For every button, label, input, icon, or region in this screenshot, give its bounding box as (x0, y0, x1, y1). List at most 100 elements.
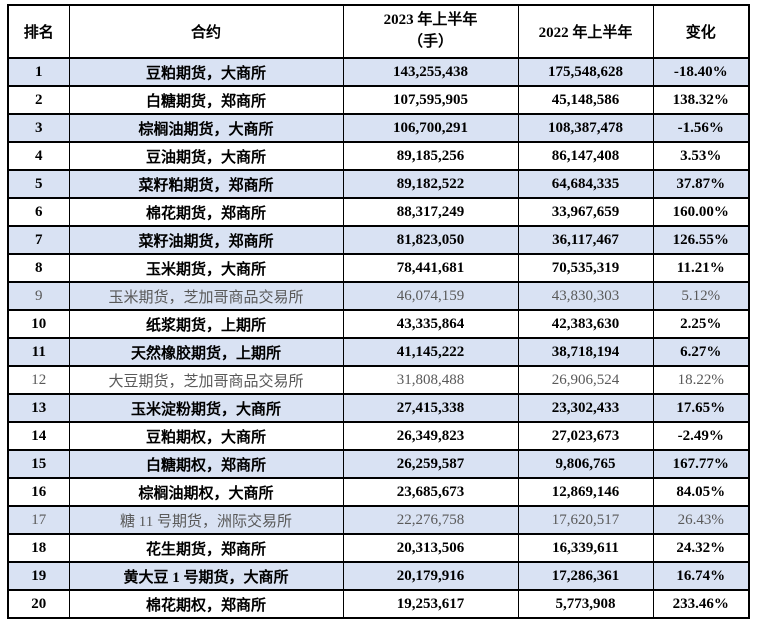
col-header-2023-h1-line2: （手） (407, 33, 453, 50)
contract-cell: 黄大豆 1 号期货，大商所 (68, 561, 344, 591)
table-row: 1 豆粕期货，大商所 143,255,438 175,548,628 -18.40% (7, 57, 750, 87)
rank-cell: 13 (7, 393, 70, 423)
col-header-rank: 排名 (7, 4, 70, 59)
change-cell: 2.25% (652, 309, 750, 339)
change-cell: 18.22% (652, 365, 750, 395)
change-cell: -2.49% (652, 421, 750, 451)
col-header-contract: 合约 (68, 4, 344, 59)
contract-cell: 豆油期货，大商所 (68, 141, 344, 171)
volume-2023-cell: 88,317,249 (342, 197, 519, 227)
volume-2022-cell: 27,023,673 (517, 421, 654, 451)
table-row: 11 天然橡胶期货，上期所 41,145,222 38,718,194 6.27% (7, 337, 750, 367)
volume-2022-cell: 16,339,611 (517, 533, 654, 563)
rank-cell: 6 (7, 197, 70, 227)
change-cell: 5.12% (652, 281, 750, 311)
table-body: 1 豆粕期货，大商所 143,255,438 175,548,628 -18.40% 2 白… (7, 57, 750, 619)
volume-2022-cell: 108,387,478 (517, 113, 654, 143)
volume-2023-cell: 143,255,438 (342, 57, 519, 87)
volume-2023-cell: 19,253,617 (342, 589, 519, 619)
rank-cell: 19 (7, 561, 70, 591)
rank-cell: 15 (7, 449, 70, 479)
volume-2023-cell: 78,441,681 (342, 253, 519, 283)
volume-2022-cell: 86,147,408 (517, 141, 654, 171)
change-cell: 17.65% (652, 393, 750, 423)
contract-cell: 菜籽油期货，郑商所 (68, 225, 344, 255)
rank-cell: 2 (7, 85, 70, 115)
volume-2023-cell: 43,335,864 (342, 309, 519, 339)
volume-2022-cell: 33,967,659 (517, 197, 654, 227)
volume-2022-cell: 5,773,908 (517, 589, 654, 619)
table-row: 2 白糖期货，郑商所 107,595,905 45,148,586 138.32% (7, 85, 750, 115)
volume-2022-cell: 26,906,524 (517, 365, 654, 395)
contract-cell: 玉米期货，芝加哥商品交易所 (68, 281, 344, 311)
rank-cell: 20 (7, 589, 70, 619)
volume-2022-cell: 45,148,586 (517, 85, 654, 115)
col-header-2022-h1: 2022 年上半年 (517, 4, 654, 59)
change-cell: 24.32% (652, 533, 750, 563)
table-row: 5 菜籽粕期货，郑商所 89,182,522 64,684,335 37.87% (7, 169, 750, 199)
rank-cell: 4 (7, 141, 70, 171)
rank-cell: 5 (7, 169, 70, 199)
contract-cell: 白糖期货，郑商所 (68, 85, 344, 115)
change-cell: 16.74% (652, 561, 750, 591)
contract-cell: 花生期货，郑商所 (68, 533, 344, 563)
change-cell: 84.05% (652, 477, 750, 507)
change-cell: 11.21% (652, 253, 750, 283)
rank-cell: 7 (7, 225, 70, 255)
volume-2022-cell: 23,302,433 (517, 393, 654, 423)
header-row: 排名 合约 2023 年上半年 （手） 2022 年上半年 变化 (7, 4, 750, 59)
volume-2022-cell: 64,684,335 (517, 169, 654, 199)
table-row: 16 棕榈油期权，大商所 23,685,673 12,869,146 84.05% (7, 477, 750, 507)
contract-cell: 棕榈油期权，大商所 (68, 477, 344, 507)
rank-cell: 14 (7, 421, 70, 451)
change-cell: 167.77% (652, 449, 750, 479)
volume-2023-cell: 46,074,159 (342, 281, 519, 311)
volume-2023-cell: 89,185,256 (342, 141, 519, 171)
rank-cell: 8 (7, 253, 70, 283)
contract-cell: 白糖期权，郑商所 (68, 449, 344, 479)
contract-cell: 纸浆期货，上期所 (68, 309, 344, 339)
volume-2023-cell: 23,685,673 (342, 477, 519, 507)
change-cell: 37.87% (652, 169, 750, 199)
rank-cell: 17 (7, 505, 70, 535)
change-cell: 3.53% (652, 141, 750, 171)
table-row: 17 糖 11 号期货，洲际交易所 22,276,758 17,620,517 26.4… (7, 505, 750, 535)
change-cell: 138.32% (652, 85, 750, 115)
volume-2022-cell: 175,548,628 (517, 57, 654, 87)
contract-cell: 糖 11 号期货，洲际交易所 (68, 505, 344, 535)
rank-cell: 9 (7, 281, 70, 311)
volume-2023-cell: 20,313,506 (342, 533, 519, 563)
volume-2022-cell: 38,718,194 (517, 337, 654, 367)
table-row: 10 纸浆期货，上期所 43,335,864 42,383,630 2.25% (7, 309, 750, 339)
rank-cell: 1 (7, 57, 70, 87)
table-row: 3 棕榈油期货，大商所 106,700,291 108,387,478 -1.56% (7, 113, 750, 143)
contract-cell: 大豆期货，芝加哥商品交易所 (68, 365, 344, 395)
rank-cell: 18 (7, 533, 70, 563)
volume-2023-cell: 22,276,758 (342, 505, 519, 535)
contract-cell: 棕榈油期货，大商所 (68, 113, 344, 143)
change-cell: 160.00% (652, 197, 750, 227)
table-row: 13 玉米淀粉期货，大商所 27,415,338 23,302,433 17.65% (7, 393, 750, 423)
contract-cell: 豆粕期货，大商所 (68, 57, 344, 87)
contract-cell: 棉花期权，郑商所 (68, 589, 344, 619)
volume-2022-cell: 9,806,765 (517, 449, 654, 479)
rank-cell: 10 (7, 309, 70, 339)
volume-2023-cell: 81,823,050 (342, 225, 519, 255)
volume-2023-cell: 26,259,587 (342, 449, 519, 479)
table-row: 18 花生期货，郑商所 20,313,506 16,339,611 24.32% (7, 533, 750, 563)
table-row: 19 黄大豆 1 号期货，大商所 20,179,916 17,286,361 16.74… (7, 561, 750, 591)
table-row: 9 玉米期货，芝加哥商品交易所 46,074,159 43,830,303 5.12% (7, 281, 750, 311)
table-row: 20 棉花期权，郑商所 19,253,617 5,773,908 233.46% (7, 589, 750, 619)
volume-2022-cell: 42,383,630 (517, 309, 654, 339)
change-cell: -1.56% (652, 113, 750, 143)
volume-2023-cell: 107,595,905 (342, 85, 519, 115)
contract-cell: 玉米期货，大商所 (68, 253, 344, 283)
volume-2022-cell: 12,869,146 (517, 477, 654, 507)
contract-cell: 菜籽粕期货，郑商所 (68, 169, 344, 199)
volume-2023-cell: 20,179,916 (342, 561, 519, 591)
volume-2022-cell: 36,117,467 (517, 225, 654, 255)
col-header-2023-h1: 2023 年上半年 （手） (342, 4, 519, 59)
table-row: 7 菜籽油期货，郑商所 81,823,050 36,117,467 126.55% (7, 225, 750, 255)
contract-cell: 天然橡胶期货，上期所 (68, 337, 344, 367)
futures-volume-ranking-table: 排名 合约 2023 年上半年 （手） 2022 年上半年 变化 1 豆粕期货，大… (7, 4, 750, 619)
